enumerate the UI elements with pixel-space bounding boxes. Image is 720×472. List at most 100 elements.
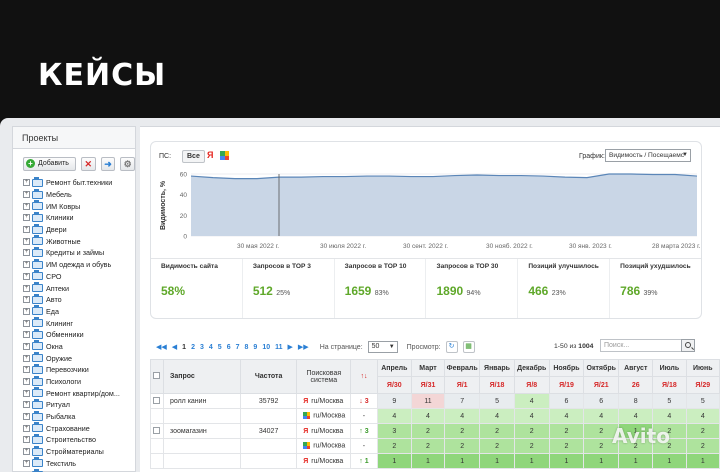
expand-icon[interactable]: +: [23, 366, 30, 374]
list-view-icon[interactable]: ↻: [445, 341, 458, 353]
page-link[interactable]: 3: [199, 343, 204, 351]
sidebar-project-item[interactable]: + Клиники: [23, 211, 135, 224]
page-link[interactable]: 1: [182, 343, 187, 351]
page-link[interactable]: 9: [253, 343, 258, 351]
row-select-cell[interactable]: [150, 453, 164, 469]
grid-view-icon[interactable]: ▦: [462, 341, 475, 353]
sidebar-project-item[interactable]: + Еда: [23, 305, 135, 318]
sidebar-project-item[interactable]: + Оружие: [23, 352, 135, 364]
expand-icon[interactable]: +: [23, 424, 30, 432]
col-month[interactable]: Декабрь: [513, 359, 550, 377]
sidebar-project-item[interactable]: + Мебель: [23, 188, 135, 201]
sidebar-project-item[interactable]: + Аптеки: [23, 282, 135, 294]
col-month[interactable]: Октябрь: [583, 359, 620, 377]
sidebar-project-item[interactable]: + Двери: [23, 223, 135, 236]
col-frequency[interactable]: Частота: [240, 359, 298, 394]
expand-icon[interactable]: +: [23, 389, 30, 397]
sidebar-project-item[interactable]: + Животные: [23, 235, 135, 247]
row-select-cell[interactable]: [150, 408, 164, 424]
row-select-cell[interactable]: [150, 393, 164, 409]
expand-icon[interactable]: +: [23, 307, 30, 315]
page-link[interactable]: 11: [275, 343, 283, 351]
page-link[interactable]: 2: [191, 343, 195, 351]
google-filter-icon[interactable]: [220, 151, 229, 160]
sidebar-project-item[interactable]: + Психологи: [23, 375, 135, 388]
col-month[interactable]: Июль: [652, 359, 687, 377]
expand-icon[interactable]: +: [23, 249, 30, 257]
next-page-icon[interactable]: ▶: [287, 344, 293, 351]
sidebar-project-item[interactable]: + Ремонт быт.техники: [23, 176, 135, 189]
expand-icon[interactable]: +: [23, 319, 30, 327]
page-link[interactable]: 10: [262, 343, 271, 351]
col-month[interactable]: Август: [618, 359, 654, 377]
expand-icon[interactable]: +: [23, 214, 30, 222]
expand-icon[interactable]: +: [23, 401, 30, 409]
last-page-icon[interactable]: ▶▶: [297, 344, 309, 351]
move-arrow-icon[interactable]: ➜: [100, 156, 116, 171]
add-project-button[interactable]: + Добавить: [23, 156, 76, 171]
expand-icon[interactable]: +: [23, 378, 30, 386]
sidebar-project-item[interactable]: + Стройматериалы: [23, 445, 135, 458]
table-row[interactable]: ru/Москва -4 4 4 4 4 4 4 4 4 4: [150, 408, 720, 424]
row-checkbox[interactable]: [153, 426, 161, 434]
page-link[interactable]: 5: [217, 343, 222, 351]
col-month[interactable]: Ноябрь: [548, 359, 585, 377]
yandex-filter-icon[interactable]: Я: [207, 150, 214, 160]
col-month[interactable]: Февраль: [443, 359, 481, 377]
search-button[interactable]: [681, 339, 695, 352]
sidebar-project-item[interactable]: + Страхование: [23, 422, 135, 434]
page-link[interactable]: 7: [235, 343, 240, 351]
expand-icon[interactable]: +: [23, 342, 30, 350]
expand-icon[interactable]: +: [23, 191, 30, 199]
sidebar-project-item[interactable]: + Клининг: [23, 317, 135, 329]
page-link[interactable]: 6: [226, 343, 231, 351]
sidebar-project-item[interactable]: + Рыбалка: [23, 410, 135, 423]
per-page-select[interactable]: 50 ▼: [367, 341, 398, 353]
settings-icon[interactable]: ⚙: [120, 156, 135, 171]
sidebar-project-item[interactable]: + ИМ одежда и обувь: [23, 258, 135, 271]
expand-icon[interactable]: +: [23, 284, 30, 292]
col-month[interactable]: Июнь: [685, 359, 720, 377]
expand-icon[interactable]: +: [23, 413, 30, 421]
sidebar-project-item[interactable]: + Ритуал: [23, 398, 135, 411]
first-page-icon[interactable]: ◀◀: [156, 344, 167, 351]
search-input[interactable]: Поиск...: [600, 339, 682, 352]
expand-icon[interactable]: +: [23, 459, 30, 467]
row-checkbox[interactable]: [153, 396, 161, 404]
col-month[interactable]: Апрель: [376, 359, 413, 377]
col-month[interactable]: Март: [411, 359, 445, 377]
prev-page-icon[interactable]: ◀: [171, 344, 178, 351]
expand-icon[interactable]: +: [23, 226, 30, 234]
expand-icon[interactable]: +: [23, 272, 30, 280]
sidebar-project-item[interactable]: + Авто: [23, 293, 135, 306]
delete-icon[interactable]: ✕: [80, 156, 96, 171]
sidebar-project-item[interactable]: + Окна: [23, 340, 135, 353]
expand-icon[interactable]: +: [23, 354, 30, 362]
ps-all-button[interactable]: Все: [182, 150, 205, 163]
sidebar-project-item[interactable]: + Ремонт квартир/дом...: [23, 387, 135, 399]
sidebar-project-item[interactable]: + Кредиты и займы: [23, 246, 135, 259]
row-select-cell[interactable]: [150, 438, 164, 454]
expand-icon[interactable]: +: [23, 436, 30, 444]
col-query[interactable]: Запрос: [162, 359, 242, 394]
sidebar-project-item[interactable]: + ИМ Ковры: [23, 200, 135, 212]
sidebar-project-item[interactable]: + Обменники: [23, 328, 135, 341]
page-link[interactable]: 4: [208, 343, 213, 351]
expand-icon[interactable]: +: [23, 237, 30, 245]
select-all-checkbox[interactable]: [153, 372, 161, 379]
expand-icon[interactable]: +: [23, 448, 30, 456]
row-select-cell[interactable]: [150, 423, 164, 439]
expand-icon[interactable]: +: [23, 296, 30, 304]
expand-icon[interactable]: +: [23, 261, 30, 269]
sidebar-project-item[interactable]: + Строительство: [23, 433, 135, 446]
col-search-engine[interactable]: Поисковая система: [296, 359, 352, 394]
col-delta[interactable]: ↑↓: [350, 359, 378, 394]
page-link[interactable]: 8: [244, 343, 249, 351]
sidebar-project-item[interactable]: + Перевозчики: [23, 363, 135, 376]
sidebar-project-item[interactable]: + Текстиль: [23, 457, 135, 470]
expand-icon[interactable]: +: [23, 179, 30, 187]
select-all-cell[interactable]: [150, 359, 164, 394]
